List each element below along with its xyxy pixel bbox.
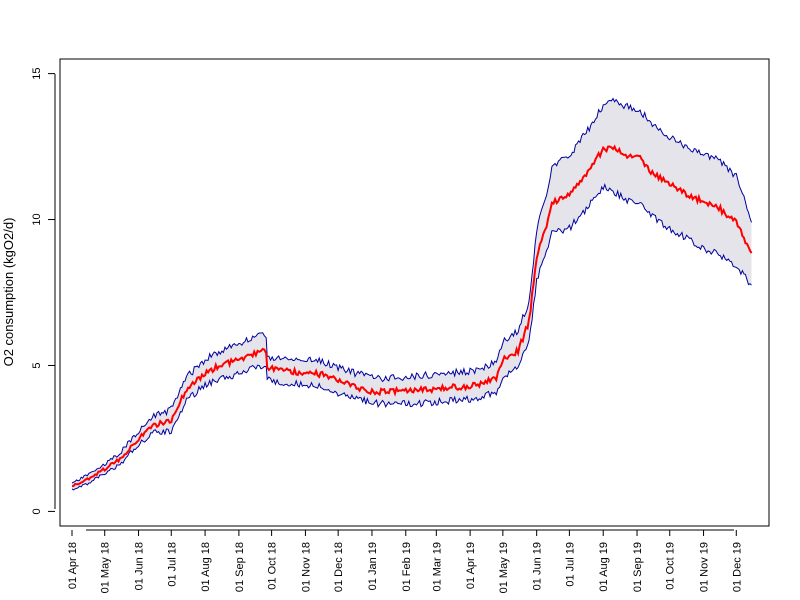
x-tick-label: 01 Apr 19 — [465, 542, 477, 589]
x-tick-label: 01 Aug 19 — [598, 542, 610, 592]
x-tick-label: 01 Oct 18 — [267, 542, 279, 590]
x-tick-label: 01 May 19 — [498, 542, 510, 593]
x-tick-label: 01 Jun 19 — [532, 542, 544, 590]
x-tick-label: 01 Jul 18 — [166, 542, 178, 587]
x-tick-label: 01 Mar 19 — [431, 542, 443, 592]
x-axis: 01 Apr 18 01 May 18 01 Jun 18 01 Jul 18 01 A… — [67, 530, 743, 593]
lower-bound-line — [71, 183, 752, 491]
x-tick-label: 01 Dec 18 — [333, 542, 345, 592]
y-tick-label: 5 — [31, 362, 43, 368]
plot-layer — [71, 97, 753, 491]
y-tick-label: 15 — [31, 67, 43, 79]
plot-frame — [59, 58, 770, 527]
x-tick-label: 01 Sep 18 — [234, 542, 246, 592]
estimate-line — [71, 144, 753, 488]
x-tick-label: 01 Jan 19 — [367, 542, 379, 590]
x-tick-label: 01 Sep 19 — [632, 542, 644, 592]
y-tick-label: 10 — [31, 213, 43, 225]
x-tick-label: 01 Oct 19 — [665, 542, 677, 590]
upper-bound-line — [71, 97, 752, 484]
x-tick-label: 01 Jul 19 — [564, 542, 576, 587]
x-tick-label: 01 May 18 — [100, 542, 112, 593]
x-tick-label: 01 Nov 18 — [300, 542, 312, 592]
x-tick-label: 01 Aug 18 — [200, 542, 212, 592]
x-tick-label: 01 Dec 19 — [731, 542, 743, 592]
y-axis: 0 5 10 15 — [31, 67, 55, 514]
x-tick-label: 01 Nov 19 — [699, 542, 711, 592]
y-axis-title: O2 consumption (kgO2/d) — [1, 218, 16, 367]
x-tick-label: 01 Feb 19 — [401, 542, 413, 592]
x-tick-label: 01 Apr 18 — [67, 542, 79, 589]
y-tick-label: 0 — [31, 508, 43, 514]
x-tick-label: 01 Jun 18 — [134, 542, 146, 590]
confidence-band — [72, 98, 752, 490]
